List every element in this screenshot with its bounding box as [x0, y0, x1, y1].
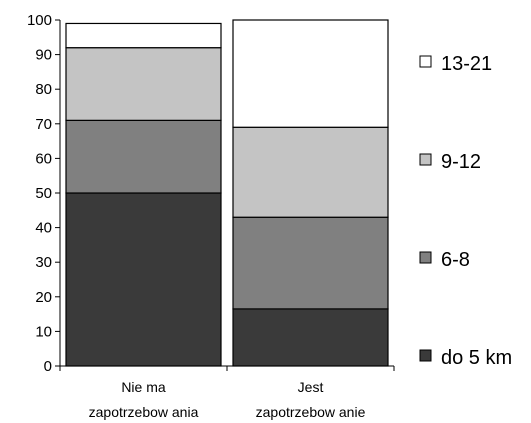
bar-segment-6-8-cat-0 — [65, 119, 222, 194]
legend-label-13-21: 13-21 — [441, 53, 492, 75]
x-category-label-1-0: Jest — [298, 379, 324, 395]
chart-legend: 13-21 9-12 6-8 do 5 km — [419, 53, 512, 369]
bar-segment-13-21-cat-1 — [232, 19, 389, 128]
y-tick-label-70: 70 — [35, 116, 52, 133]
bar-segment-9-12-cat-1 — [232, 126, 389, 218]
y-tick-label-30: 30 — [35, 254, 52, 271]
y-tick-label-0: 0 — [44, 358, 52, 375]
bar-segment-9-12-cat-0 — [65, 47, 222, 121]
y-tick-label-50: 50 — [35, 185, 52, 202]
x-category-label-1-1: zapotrzebow anie — [256, 404, 366, 420]
legend-swatch-do-5-km — [419, 349, 432, 362]
y-tick-label-10: 10 — [35, 323, 52, 340]
bar-segment-do-5-km-cat-0 — [65, 192, 222, 367]
chart-axes: 0 10 20 30 40 50 60 70 80 90 100 Nie ma zapotrzebow … — [27, 12, 395, 420]
chart-bars — [65, 19, 389, 367]
legend-swatch-13-21 — [419, 55, 432, 68]
bar-segment-6-8-cat-1 — [232, 216, 389, 310]
y-tick-label-100: 100 — [27, 12, 52, 29]
y-tick-label-40: 40 — [35, 220, 52, 237]
y-tick-label-20: 20 — [35, 289, 52, 306]
y-tick-label-60: 60 — [35, 150, 52, 167]
x-category-label-0-1: zapotrzebow ania — [89, 404, 199, 420]
legend-label-do-5-km: do 5 km — [441, 347, 512, 369]
bar-segment-13-21-cat-0 — [65, 22, 222, 49]
bar-segment-do-5-km-cat-1 — [232, 308, 389, 367]
legend-swatch-9-12 — [419, 153, 432, 166]
legend-swatch-6-8 — [419, 251, 432, 264]
legend-label-9-12: 9-12 — [441, 151, 481, 173]
x-category-label-0-0: Nie ma — [121, 379, 166, 395]
y-tick-label-90: 90 — [35, 47, 52, 64]
legend-label-6-8: 6-8 — [441, 249, 470, 271]
y-tick-label-80: 80 — [35, 81, 52, 98]
